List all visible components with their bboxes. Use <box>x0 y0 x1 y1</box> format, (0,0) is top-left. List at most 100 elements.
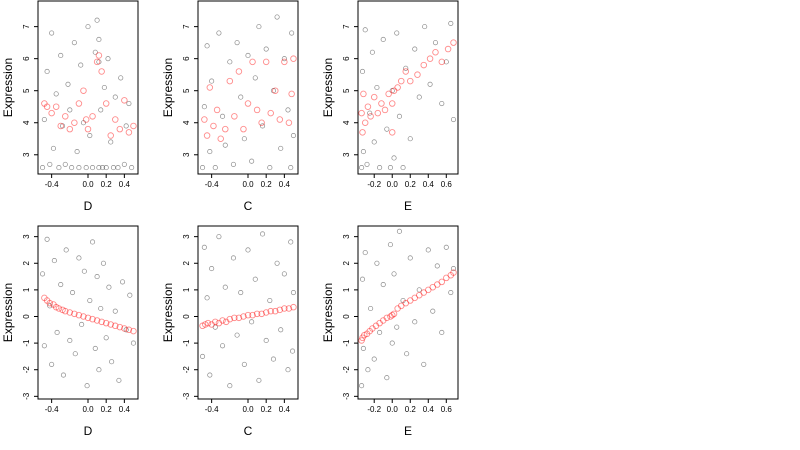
fitted-point <box>378 100 385 107</box>
fitted-point <box>98 68 105 75</box>
data-point <box>369 49 375 55</box>
data-point <box>285 107 291 113</box>
data-point <box>288 239 294 245</box>
fitted-point <box>267 109 274 117</box>
data-point <box>99 165 106 171</box>
data-point <box>96 59 102 65</box>
data-point <box>234 40 240 46</box>
x-tick-label: 0.4 <box>279 405 291 414</box>
data-point <box>403 65 409 71</box>
fitted-point <box>130 122 137 130</box>
fitted-point <box>258 119 265 126</box>
y-tick-label: 3 <box>22 152 31 157</box>
fitted-point <box>249 311 256 319</box>
fitted-point <box>267 307 274 315</box>
data-point <box>108 139 114 145</box>
fitted-point <box>420 61 428 69</box>
data-point <box>94 17 100 23</box>
fitted-point <box>219 317 226 324</box>
x-tick-label: 0.2 <box>405 405 417 414</box>
y-tick-label: 1 <box>22 287 31 292</box>
data-point <box>448 289 454 296</box>
fitted-point <box>66 125 74 133</box>
fitted-point <box>281 305 288 312</box>
x-axis-title: D <box>84 199 93 213</box>
data-point <box>425 247 431 253</box>
y-axis-title: Expression <box>161 283 175 342</box>
fitted-point <box>390 87 398 94</box>
data-point <box>400 165 406 171</box>
fitted-point <box>84 125 92 133</box>
data-point <box>106 284 112 290</box>
fitted-point <box>46 299 54 307</box>
plot-frame <box>357 0 459 175</box>
data-point <box>227 59 233 65</box>
fitted-point <box>388 311 396 319</box>
data-point <box>201 104 207 110</box>
data-point <box>416 287 422 293</box>
data-point <box>103 335 109 341</box>
data-point <box>256 377 262 383</box>
y-tick-label: 7 <box>22 24 31 29</box>
y-tick-label: 6 <box>22 56 31 61</box>
fitted-point <box>112 116 119 123</box>
fitted-point <box>71 119 78 126</box>
data-point <box>126 100 132 107</box>
fitted-point <box>116 125 124 133</box>
y-tick-label: 7 <box>342 24 351 29</box>
fitted-point <box>102 319 110 327</box>
fitted-point <box>394 84 401 91</box>
fitted-point <box>276 306 284 314</box>
y-tick-label: 4 <box>22 120 31 125</box>
fitted-point <box>231 113 238 120</box>
fitted-point <box>450 269 457 276</box>
data-point <box>281 56 287 62</box>
data-point <box>100 260 107 266</box>
fitted-point <box>93 317 101 324</box>
fitted-point <box>206 84 214 91</box>
fitted-point <box>121 325 128 332</box>
data-point <box>281 271 287 277</box>
fitted-point <box>363 330 371 338</box>
fitted-point <box>359 129 366 136</box>
y-axis-title: Expression <box>1 283 15 342</box>
data-point <box>245 52 251 59</box>
fitted-point <box>369 325 376 332</box>
y-tick-label: 0 <box>22 314 31 319</box>
data-point <box>404 351 410 357</box>
data-point <box>368 305 374 312</box>
data-point <box>230 255 237 261</box>
fitted-point <box>290 303 297 311</box>
fitted-point <box>102 100 110 107</box>
fitted-point <box>426 55 434 62</box>
fitted-point <box>361 119 369 126</box>
data-point <box>439 329 445 336</box>
scatter-panel-6: -0.2 0.0 0.2 0.4 0.6 -3 -2 -1 0 1 2 3 E Expression <box>321 225 459 438</box>
data-point <box>41 343 47 349</box>
fitted-point <box>385 90 392 98</box>
plot-frame <box>37 225 139 400</box>
data-point <box>63 247 69 253</box>
fitted-point <box>414 71 421 78</box>
data-point <box>51 258 57 264</box>
fitted-point <box>420 289 428 296</box>
x-tick-label: 0.4 <box>119 180 131 189</box>
data-point <box>59 123 66 129</box>
fitted-point <box>215 319 223 327</box>
data-point <box>387 242 393 248</box>
data-point <box>89 165 96 171</box>
fitted-point <box>231 314 238 322</box>
x-tick-label: 0.4 <box>423 405 435 414</box>
data-point <box>98 305 104 312</box>
fitted-point <box>432 49 439 56</box>
data-point <box>87 133 93 139</box>
y-tick-label: 6 <box>342 56 351 61</box>
fitted-point <box>253 310 261 318</box>
fitted-point <box>443 274 450 282</box>
data-point <box>87 297 93 304</box>
data-point <box>365 367 371 373</box>
data-point <box>389 340 395 346</box>
y-tick-label: 4 <box>342 120 351 125</box>
fitted-point <box>388 100 396 107</box>
fitted-point <box>71 310 78 318</box>
